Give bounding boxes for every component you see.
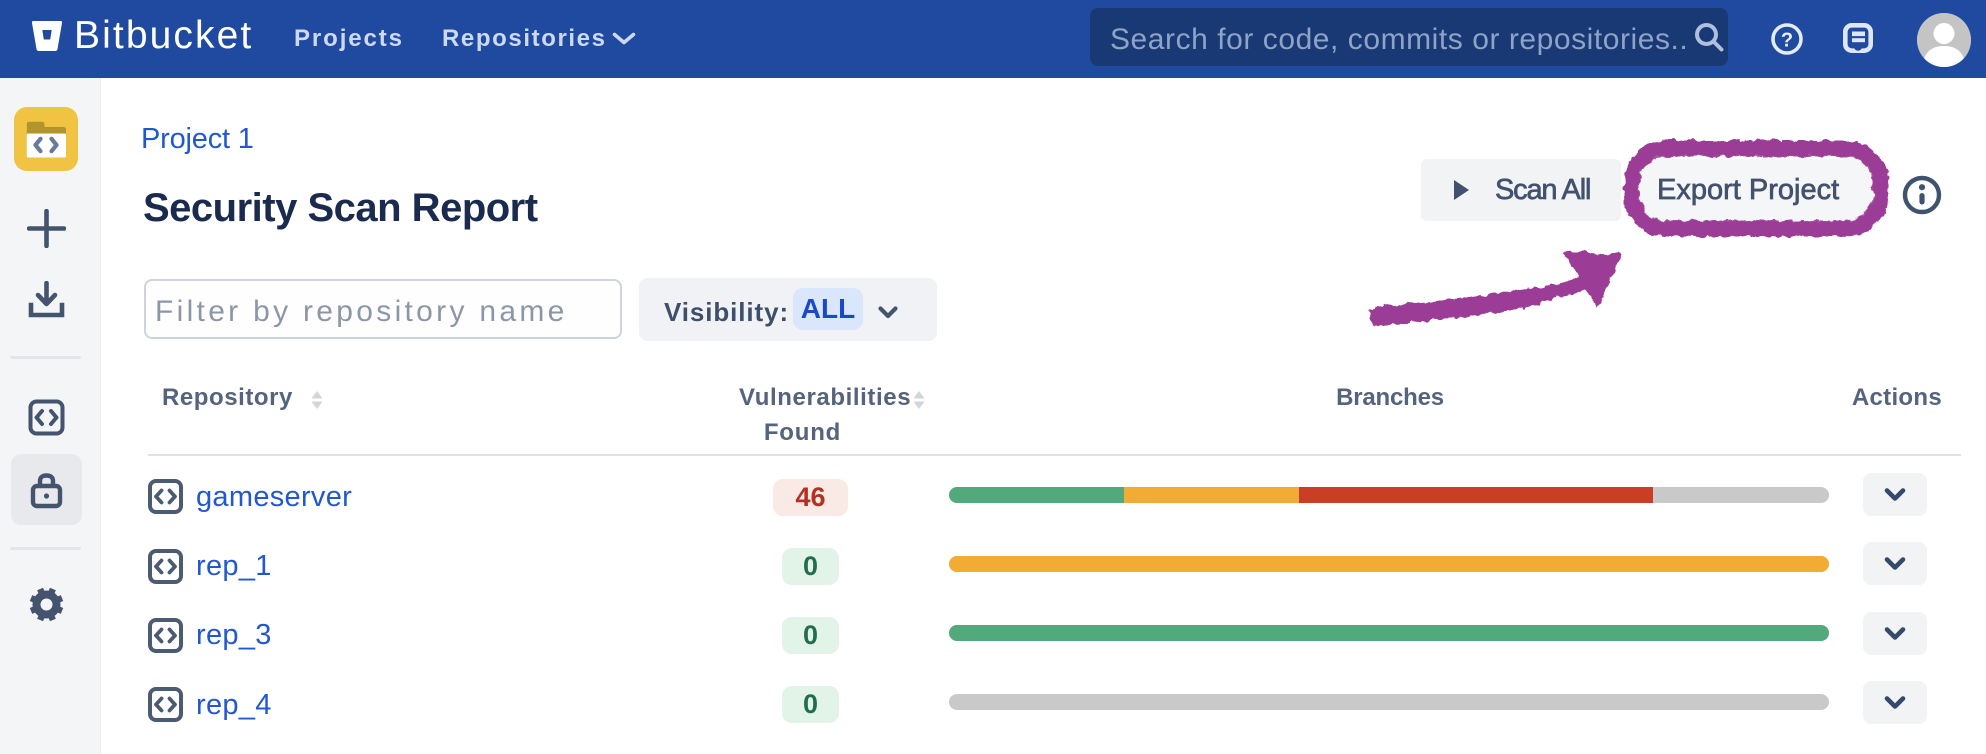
svg-text:?: ? — [1781, 30, 1793, 52]
